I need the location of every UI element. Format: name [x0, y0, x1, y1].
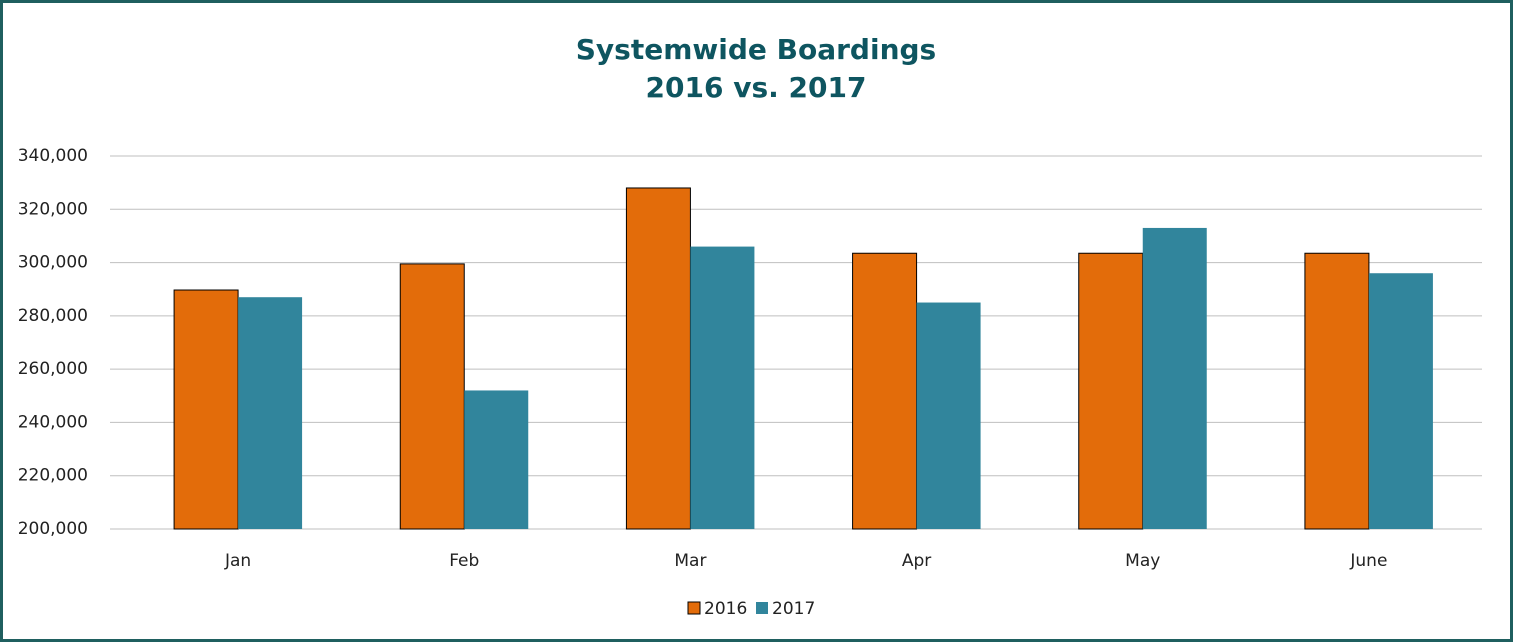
bar: [1368, 273, 1433, 529]
y-tick-label: 200,000: [18, 519, 88, 539]
legend-label: 2017: [772, 599, 815, 619]
x-tick-label: Jan: [224, 551, 251, 571]
bar: [464, 390, 529, 529]
bar: [690, 246, 755, 530]
x-tick-label: May: [1125, 551, 1160, 571]
bar: [625, 187, 691, 530]
chart-subtitle: 2016 vs. 2017: [646, 71, 867, 104]
y-tick-label: 340,000: [18, 146, 88, 166]
legend-swatch: [756, 602, 768, 614]
x-tick-label: June: [1349, 551, 1387, 571]
bar: [1142, 227, 1207, 529]
bar: [399, 263, 465, 530]
chart-title: Systemwide Boardings: [576, 33, 936, 66]
x-tick-label: Mar: [674, 551, 706, 571]
y-tick-label: 240,000: [18, 412, 88, 432]
x-tick-label: Apr: [902, 551, 931, 571]
legend-label: 2016: [704, 599, 747, 619]
y-tick-label: 260,000: [18, 359, 88, 379]
y-tick-label: 220,000: [18, 466, 88, 486]
bar: [238, 297, 303, 529]
bar: [916, 302, 981, 529]
bar: [852, 252, 918, 530]
bar: [1078, 252, 1144, 530]
bar: [1304, 252, 1370, 530]
y-tick-label: 280,000: [18, 306, 88, 326]
x-tick-label: Feb: [449, 551, 479, 571]
legend-swatch: [687, 601, 701, 615]
y-tick-label: 320,000: [18, 199, 88, 219]
y-tick-label: 300,000: [18, 253, 88, 273]
bar: [173, 289, 239, 530]
